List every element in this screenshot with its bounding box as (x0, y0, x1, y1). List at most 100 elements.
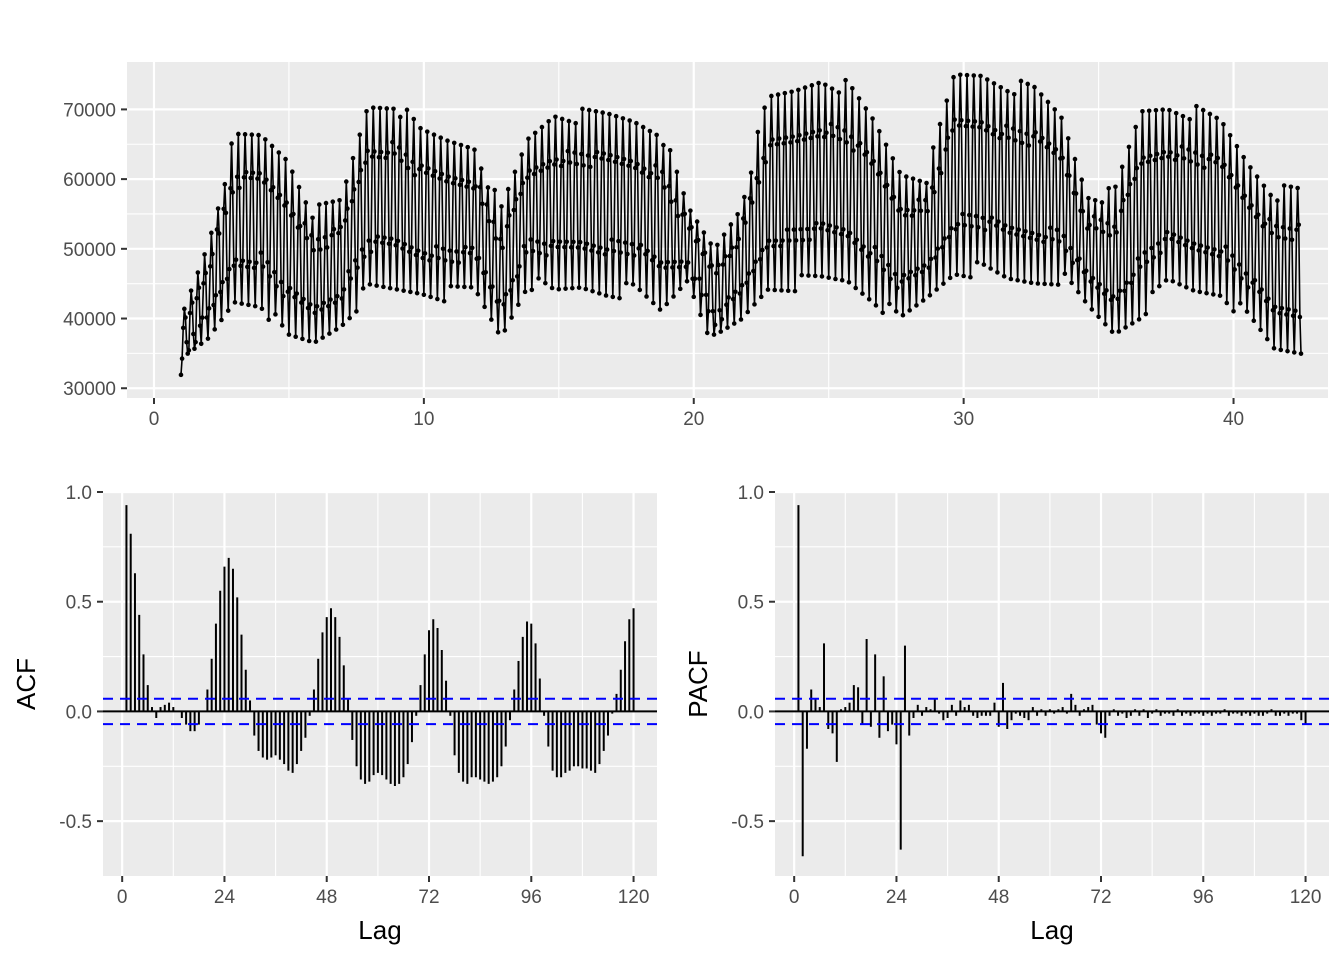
ts-point (250, 170, 256, 176)
ts-point (375, 234, 381, 239)
ts-point (525, 175, 530, 181)
ts-point (942, 236, 947, 241)
ts-point (852, 240, 857, 246)
ts-y-tick-label: 70000 (63, 100, 116, 121)
ts-point (1296, 222, 1302, 228)
ts-point (702, 250, 708, 256)
acf-x-axis-title: Lag (358, 915, 401, 945)
ts-point (1184, 284, 1189, 290)
ts-point (338, 224, 343, 230)
ts-point (355, 265, 360, 270)
pacf-x-axis-title: Lag (1030, 915, 1073, 945)
ts-point (500, 245, 505, 251)
ts-point (806, 273, 811, 278)
ts-point (590, 288, 595, 294)
ts-point (328, 297, 333, 302)
ts-point (1294, 227, 1299, 233)
ts-point (436, 255, 441, 261)
ts-point (540, 161, 546, 167)
ts-point (537, 250, 542, 256)
ts-point (1099, 200, 1105, 205)
ts-point (816, 80, 821, 86)
ts-point (264, 177, 269, 182)
ts-point (775, 92, 781, 97)
ts-point (1028, 280, 1034, 286)
ts-point (531, 171, 537, 177)
ts-point (776, 136, 782, 141)
ts-point (196, 285, 202, 291)
acf-y-tick-label: 0.0 (66, 702, 92, 723)
ts-point (928, 256, 934, 262)
ts-point (437, 176, 442, 181)
ts-point (833, 276, 838, 282)
ts-point (969, 223, 974, 229)
ts-point (769, 93, 774, 99)
ts-point (1072, 156, 1078, 162)
ts-point (1024, 131, 1029, 137)
ts-point (755, 129, 761, 135)
ts-point (376, 154, 382, 160)
ts-point (378, 149, 384, 155)
ts-point (1101, 291, 1107, 297)
ts-point (1255, 212, 1261, 217)
ts-point (1107, 233, 1113, 238)
ts-point (337, 198, 342, 203)
ts-point (352, 258, 358, 263)
ts-point (962, 222, 968, 228)
ts-point (1033, 130, 1038, 135)
ts-point (1040, 135, 1045, 141)
ts-point (1115, 296, 1121, 302)
ts-point (1286, 307, 1291, 312)
ts-point (448, 283, 454, 289)
ts-point (991, 81, 997, 86)
ts-point (218, 289, 223, 295)
ts-point (953, 226, 959, 232)
ts-point (499, 204, 504, 209)
ts-point (926, 265, 932, 271)
ts-point (589, 248, 594, 253)
ts-point (1237, 300, 1243, 306)
ts-point (1167, 107, 1172, 113)
ts-point (582, 246, 587, 251)
ts-point (761, 155, 766, 161)
ts-point (1094, 226, 1099, 231)
ts-point (475, 291, 481, 297)
ts-point (323, 200, 329, 206)
ts-point (492, 187, 498, 193)
ts-point (343, 179, 349, 184)
ts-point (574, 161, 580, 167)
ts-point (1293, 308, 1298, 313)
ts-point (556, 286, 562, 292)
ts-point (989, 215, 995, 220)
ts-point (721, 232, 727, 237)
ts-point (450, 180, 456, 186)
ts-point (1297, 314, 1303, 320)
ts-point (210, 251, 215, 257)
ts-point (219, 317, 224, 323)
ts-point (548, 243, 554, 249)
acf-x-tick-label: 48 (316, 887, 337, 908)
ts-x-tick-label: 30 (953, 409, 974, 430)
ts-point (1082, 298, 1088, 304)
ts-point (339, 296, 345, 301)
ts-point (977, 124, 982, 130)
acf-y-axis-title: ACF (11, 658, 41, 710)
ts-point (1080, 208, 1086, 214)
ts-point (1035, 281, 1041, 286)
ts-point (579, 151, 584, 157)
pacf-panel: 0 24 48 72 96 120 -0.5 0.0 0.5 1.0 Lag PACF (683, 483, 1329, 945)
ts-point (1163, 278, 1169, 283)
ts-point (239, 301, 244, 306)
ts-point (1151, 255, 1156, 260)
ts-point (1289, 237, 1295, 243)
ts-point (345, 206, 350, 211)
ts-point (1195, 162, 1200, 167)
ts-point (583, 286, 589, 292)
ts-point (1225, 258, 1231, 263)
ts-point (309, 233, 314, 238)
ts-point (993, 223, 999, 228)
ts-point (615, 154, 620, 160)
ts-point (861, 244, 866, 249)
ts-point (546, 118, 551, 124)
ts-point (667, 148, 673, 153)
